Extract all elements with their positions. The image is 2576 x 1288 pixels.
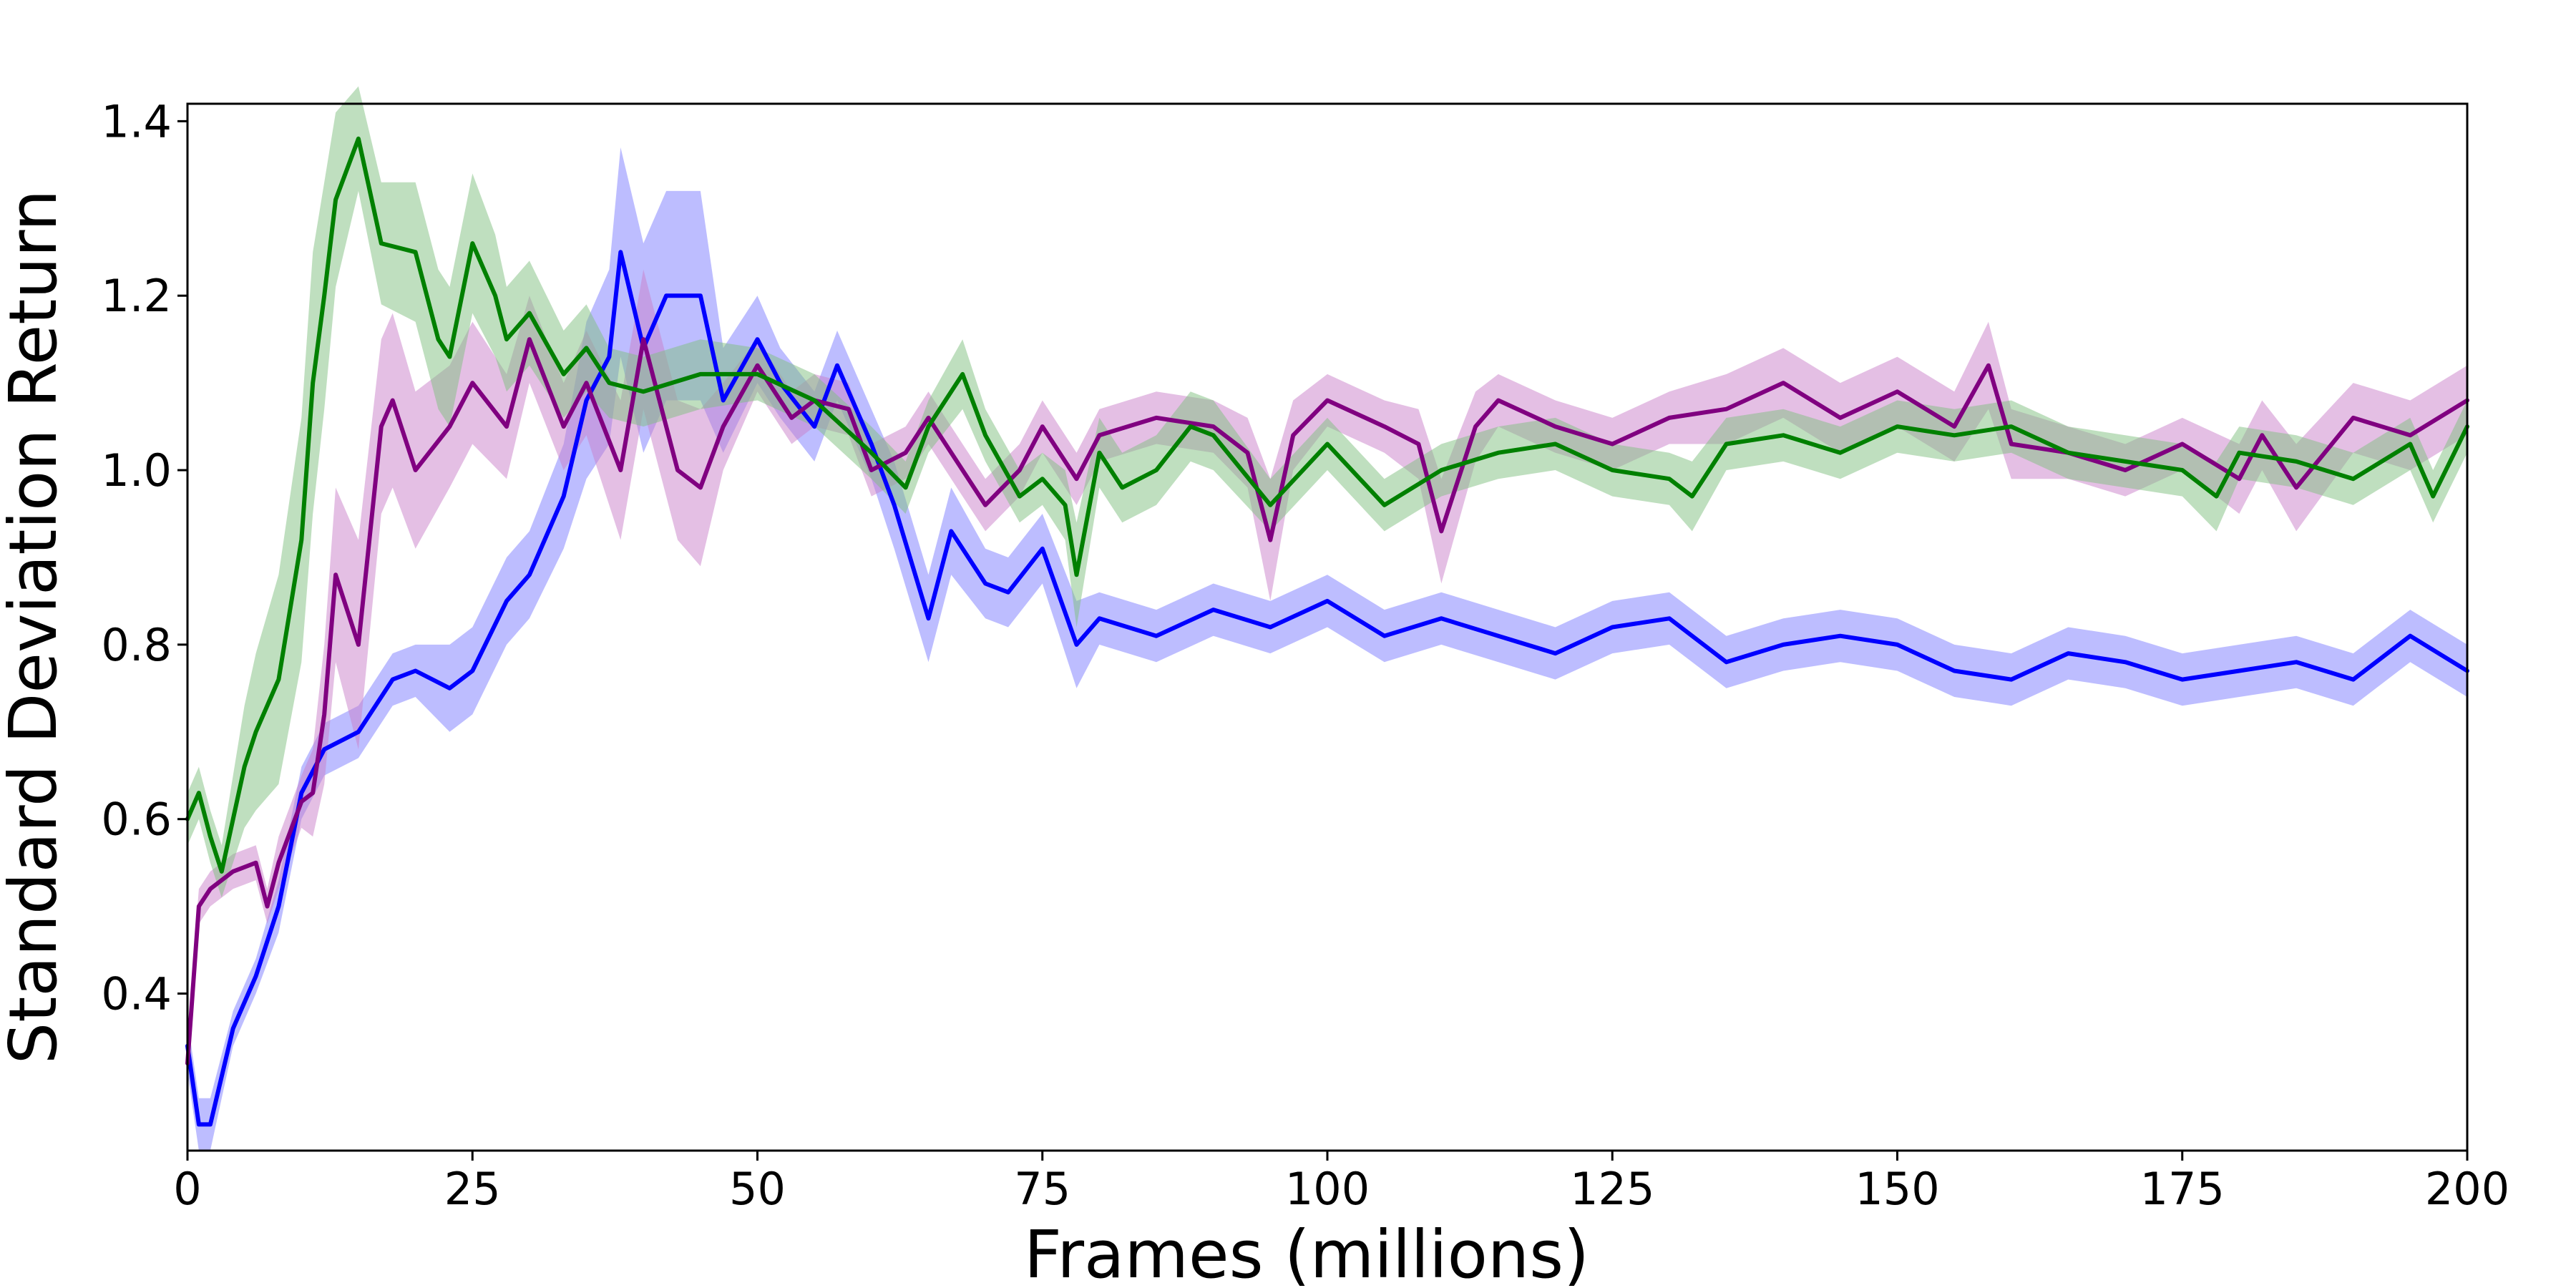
y-tick-label: 0.4 <box>101 968 172 1020</box>
x-tick-label: 75 <box>1014 1163 1070 1215</box>
x-tick-label: 175 <box>2140 1163 2225 1215</box>
x-tick-label: 25 <box>444 1163 501 1215</box>
y-tick-label: 1.2 <box>101 270 172 322</box>
confidence-bands <box>187 86 2467 1151</box>
series-2-line <box>185 337 2469 1066</box>
series-lines <box>185 136 2469 1127</box>
x-tick-label: 100 <box>1285 1163 1370 1215</box>
y-tick-label: 0.6 <box>101 794 172 846</box>
y-tick-label: 1.4 <box>101 95 172 147</box>
x-tick-label: 50 <box>729 1163 786 1215</box>
x-tick-label: 150 <box>1855 1163 1939 1215</box>
series-3-line <box>185 136 2469 874</box>
y-tick-label: 0.8 <box>101 619 172 671</box>
x-tick-label: 125 <box>1570 1163 1654 1215</box>
x-axis-label: Frames (millions) <box>1024 1216 1589 1288</box>
x-tick-label: 200 <box>2425 1163 2509 1215</box>
series-1-line <box>185 250 2469 1127</box>
y-tick-label: 1.0 <box>101 444 172 497</box>
y-axis-ticks: 0.4 0.6 0.8 1.0 1.2 1.4 <box>101 95 187 1020</box>
x-axis-ticks: 0 25 50 75 100 125 150 175 200 <box>173 1151 2509 1215</box>
y-axis-label: Standard Deviation Return <box>0 190 72 1064</box>
x-tick-label: 0 <box>173 1163 201 1215</box>
